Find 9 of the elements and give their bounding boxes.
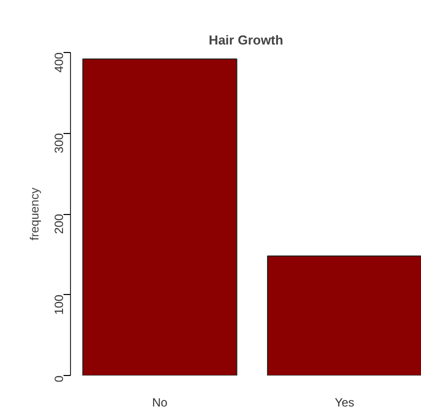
chart-title: Hair Growth xyxy=(208,32,284,48)
y-tick-label: 200 xyxy=(52,214,66,234)
y-axis-title: frequency xyxy=(28,188,42,240)
y-tick-label: 300 xyxy=(52,132,66,154)
y-tick-label: 0 xyxy=(52,375,66,382)
y-tick-label: 400 xyxy=(52,52,66,73)
x-tick-label: Yes xyxy=(334,396,354,410)
y-tick-label: 100 xyxy=(52,294,66,315)
x-tick-label: No xyxy=(152,396,168,410)
